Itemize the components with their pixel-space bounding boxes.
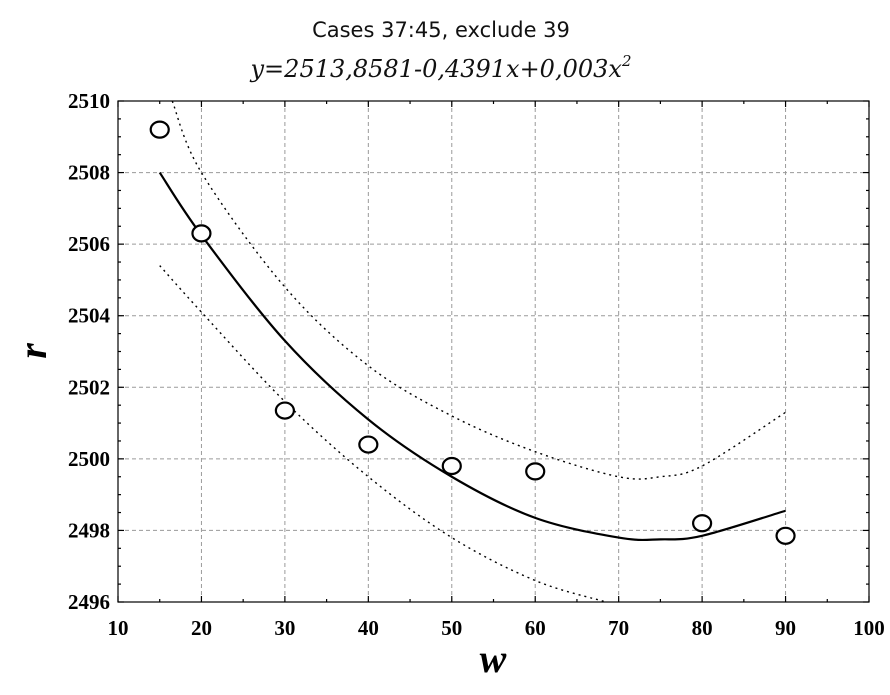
equation-exponent: 2 [621, 52, 632, 70]
x-tick-label: 20 [191, 616, 212, 640]
x-tick-label: 10 [108, 616, 129, 640]
x-axis-label: w [480, 636, 507, 681]
chart-subtitle-equation: y=2513,8581-0,4391x+0,003x2 [250, 52, 632, 83]
y-tick-label: 2498 [68, 518, 110, 542]
y-tick-label: 2496 [68, 590, 110, 614]
y-tick-labels: 2496 2498 2500 2502 2504 2506 2508 2510 [68, 89, 111, 614]
x-tick-label: 100 [853, 616, 885, 640]
data-point [441, 456, 462, 476]
plot-frame [117, 100, 870, 603]
upper-confidence-band [171, 100, 786, 480]
axis-ticks [117, 100, 870, 603]
x-tick-labels: 10 20 30 40 50 60 70 80 90 100 [108, 616, 885, 640]
y-tick-label: 2510 [68, 89, 110, 113]
x-tick-label: 30 [274, 616, 295, 640]
y-tick-label: 2500 [68, 447, 110, 471]
x-tick-label: 40 [358, 616, 379, 640]
y-tick-label: 2502 [68, 375, 110, 399]
data-point [358, 435, 379, 454]
data-point [775, 526, 796, 545]
data-point [191, 224, 212, 243]
data-point [525, 462, 546, 481]
data-point [149, 120, 170, 139]
data-point [274, 401, 295, 420]
equation-text: y=2513,8581-0,4391x+0,003x [250, 55, 623, 83]
y-axis-label: r [10, 343, 55, 359]
x-tick-label: 60 [525, 616, 546, 640]
gridlines [118, 101, 869, 602]
data-point [692, 514, 713, 533]
y-tick-label: 2506 [68, 232, 110, 256]
series-layer [149, 100, 796, 603]
chart-title: Cases 37:45, exclude 39 [312, 18, 570, 42]
x-tick-label: 90 [775, 616, 796, 640]
regression-curve [158, 171, 786, 542]
y-tick-label: 2508 [68, 161, 110, 185]
x-tick-label: 80 [692, 616, 713, 640]
x-tick-label: 70 [608, 616, 629, 640]
y-tick-label: 2504 [68, 304, 111, 328]
lower-confidence-band [159, 265, 607, 603]
x-tick-label: 50 [441, 616, 462, 640]
